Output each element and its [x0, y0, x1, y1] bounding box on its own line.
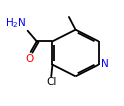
- Text: N: N: [101, 59, 108, 69]
- Text: O: O: [25, 54, 33, 64]
- Text: Cl: Cl: [46, 77, 56, 87]
- Text: H$_2$N: H$_2$N: [5, 16, 26, 30]
